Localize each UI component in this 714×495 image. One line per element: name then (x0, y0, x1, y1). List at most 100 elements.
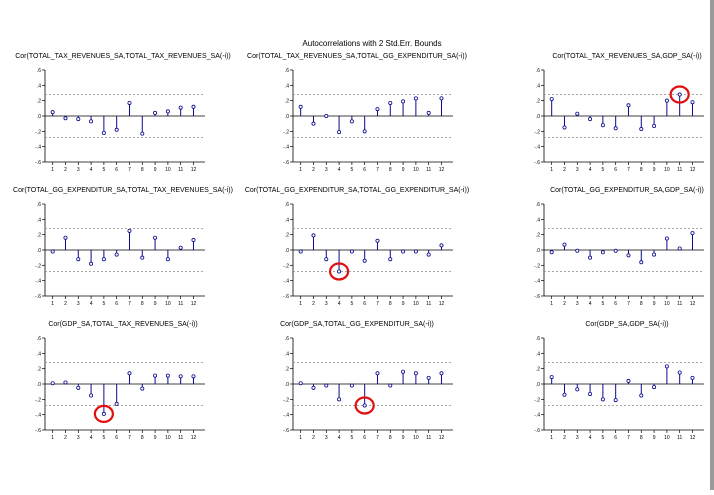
y-tick-label: -.4 (534, 413, 540, 419)
x-tick-label: 2 (64, 301, 67, 307)
x-tick-label: 3 (325, 167, 328, 173)
acf-point (690, 100, 695, 105)
y-tick-label: .6 (285, 202, 289, 208)
x-tick-label: 4 (90, 435, 93, 441)
x-tick-label: 7 (627, 167, 630, 173)
x-tick-label: 5 (601, 167, 604, 173)
x-tick-label: 2 (312, 167, 315, 173)
x-tick-label: 11 (426, 435, 431, 441)
acf-panel-2: Cor(TOTAL_TAX_REVENUES_SA,TOTAL_GG_EXPEN… (247, 53, 467, 173)
y-tick-label: -.4 (534, 145, 540, 151)
acf-point (626, 103, 631, 108)
acf-point (140, 386, 145, 391)
x-tick-label: 1 (299, 167, 302, 173)
y-tick-label: .2 (536, 99, 540, 105)
acf-point (600, 250, 605, 255)
acf-point (401, 99, 406, 104)
acf-point (626, 253, 631, 258)
x-tick-label: 1 (51, 301, 54, 307)
y-tick-label: .4 (37, 351, 41, 357)
x-tick-label: 8 (389, 167, 392, 173)
acf-point (153, 235, 158, 240)
acf-point (337, 130, 342, 135)
acf-point (426, 252, 431, 257)
x-tick-label: 1 (550, 301, 553, 307)
panel-title: Cor(TOTAL_GG_EXPENDITUR_SA,TOTAL_GG_EXPE… (245, 187, 469, 194)
acf-point (114, 401, 119, 406)
x-tick-label: 8 (640, 435, 643, 441)
acf-point (298, 249, 303, 254)
acf-point (140, 255, 145, 260)
acf-point (76, 385, 81, 390)
acf-point (362, 403, 367, 408)
acf-point (613, 398, 618, 403)
y-tick-label: -.6 (534, 160, 540, 166)
y-tick-label: -.2 (534, 397, 540, 403)
acf-point (127, 371, 132, 376)
y-tick-label: -.4 (35, 413, 41, 419)
x-tick-label: 9 (653, 167, 656, 173)
acf-point (165, 373, 170, 378)
acf-point (127, 228, 132, 233)
acf-point (652, 123, 657, 128)
acf-point (549, 97, 554, 102)
y-tick-label: -.6 (283, 428, 289, 434)
y-tick-label: .0 (536, 114, 540, 120)
y-tick-label: .4 (536, 351, 540, 357)
y-tick-label: .6 (536, 68, 540, 74)
x-tick-label: 5 (601, 435, 604, 441)
y-tick-label: .0 (37, 248, 41, 254)
y-tick-label: -.2 (283, 397, 289, 403)
acf-point (562, 242, 567, 247)
acf-point (349, 383, 354, 388)
x-tick-label: 12 (690, 167, 696, 173)
acf-point (101, 257, 106, 262)
acf-point (76, 117, 81, 122)
y-tick-label: .0 (37, 382, 41, 388)
acf-point (63, 116, 68, 121)
x-tick-label: 11 (677, 301, 682, 307)
y-tick-label: -.4 (283, 145, 289, 151)
x-tick-label: 2 (64, 167, 67, 173)
x-tick-label: 11 (677, 167, 682, 173)
x-tick-label: 10 (413, 167, 419, 173)
panel-title: Cor(TOTAL_TAX_REVENUES_SA,TOTAL_TAX_REVE… (15, 53, 231, 60)
y-tick-label: -.4 (283, 413, 289, 419)
x-tick-label: 12 (690, 301, 696, 307)
x-tick-label: 12 (439, 435, 445, 441)
acf-point (63, 235, 68, 240)
x-tick-label: 2 (563, 167, 566, 173)
x-tick-label: 3 (576, 167, 579, 173)
y-tick-label: .6 (37, 202, 41, 208)
x-tick-label: 12 (690, 435, 696, 441)
acf-point (575, 111, 580, 116)
x-tick-label: 1 (299, 435, 302, 441)
x-tick-label: 9 (402, 301, 405, 307)
acf-point (413, 371, 418, 376)
x-tick-label: 6 (614, 301, 617, 307)
acf-point (639, 393, 644, 398)
y-tick-label: -.6 (283, 294, 289, 300)
y-tick-label: .0 (285, 114, 289, 120)
x-tick-label: 7 (128, 167, 131, 173)
acf-panel-1: Cor(TOTAL_TAX_REVENUES_SA,TOTAL_TAX_REVE… (15, 53, 231, 173)
y-tick-label: .6 (37, 336, 41, 342)
x-tick-label: 8 (141, 435, 144, 441)
acf-point (89, 393, 94, 398)
x-tick-label: 9 (653, 435, 656, 441)
panel-title: Cor(TOTAL_TAX_REVENUES_SA,GDP_SA(-i)) (552, 53, 701, 60)
y-tick-label: -.2 (283, 129, 289, 135)
x-tick-label: 7 (627, 435, 630, 441)
x-tick-label: 12 (439, 167, 445, 173)
acf-point (362, 129, 367, 134)
acf-point (337, 397, 342, 402)
acf-point (401, 249, 406, 254)
acf-point (362, 258, 367, 263)
acf-point (337, 269, 342, 274)
acf-point (439, 96, 444, 101)
y-tick-label: .4 (536, 83, 540, 89)
acf-point (575, 387, 580, 392)
acf-point (349, 119, 354, 124)
x-tick-label: 6 (614, 167, 617, 173)
